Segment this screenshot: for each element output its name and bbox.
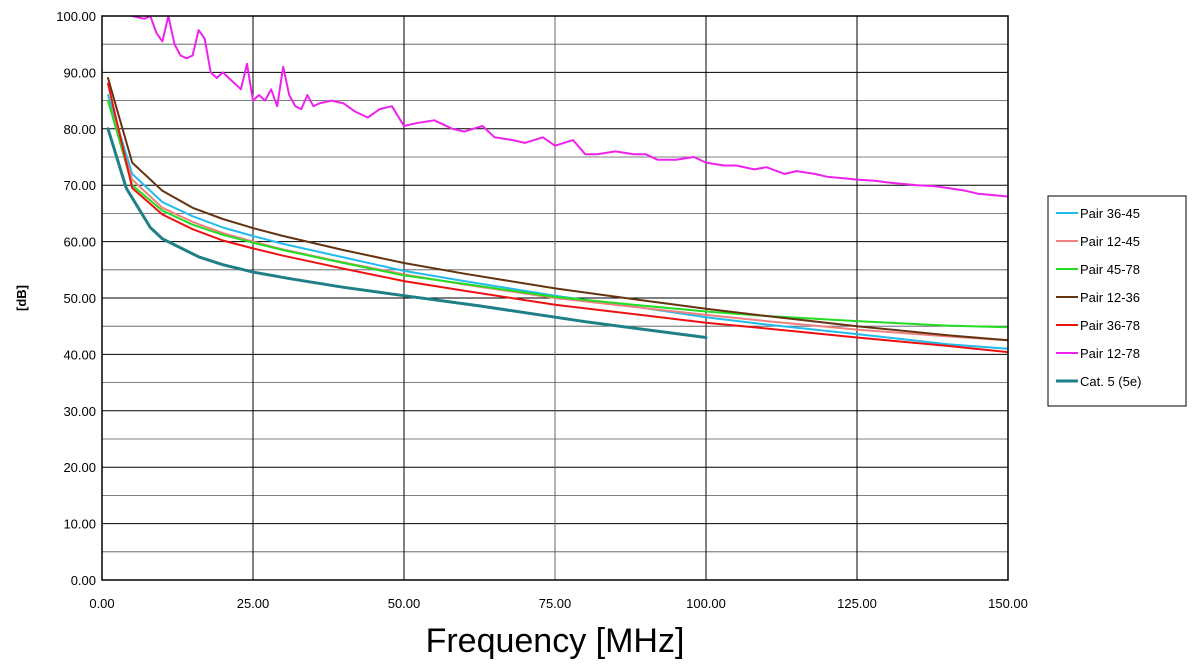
legend-label: Pair 36-78 <box>1080 318 1140 333</box>
y-tick-label: 40.00 <box>63 347 96 362</box>
series-line-cat-5-5e <box>108 129 706 338</box>
y-tick-label: 50.00 <box>63 291 96 306</box>
y-tick-label: 100.00 <box>56 9 96 24</box>
y-tick-label: 60.00 <box>63 235 96 250</box>
x-axis-ticks: 0.00 25.00 50.00 75.00 100.00 125.00 150.00 <box>89 596 1028 611</box>
x-tick-label: 25.00 <box>237 596 270 611</box>
legend-label: Pair 12-78 <box>1080 346 1140 361</box>
y-tick-label: 30.00 <box>63 404 96 419</box>
y-tick-label: 10.00 <box>63 517 96 532</box>
x-tick-label: 100.00 <box>686 596 726 611</box>
legend-label: Pair 12-45 <box>1080 234 1140 249</box>
legend-label: Pair 12-36 <box>1080 290 1140 305</box>
y-tick-label: 90.00 <box>63 65 96 80</box>
x-tick-label: 150.00 <box>988 596 1028 611</box>
x-tick-label: 50.00 <box>388 596 421 611</box>
y-axis-label: [dB] <box>14 285 29 311</box>
legend-label: Cat. 5 (5e) <box>1080 374 1141 389</box>
x-tick-label: 125.00 <box>837 596 877 611</box>
y-tick-label: 0.00 <box>71 573 96 588</box>
series-line-pair-36-45 <box>108 95 1008 349</box>
series-line-pair-12-36 <box>108 78 1008 340</box>
x-tick-label: 75.00 <box>539 596 572 611</box>
series-layer <box>108 16 1008 352</box>
series-line-pair-45-78 <box>108 101 1008 328</box>
legend-label: Pair 36-45 <box>1080 206 1140 221</box>
legend-label: Pair 45-78 <box>1080 262 1140 277</box>
x-tick-label: 0.00 <box>89 596 114 611</box>
y-tick-label: 80.00 <box>63 122 96 137</box>
series-line-pair-36-78 <box>108 84 1008 352</box>
series-line-pair-12-78 <box>132 16 1008 197</box>
y-tick-label: 70.00 <box>63 178 96 193</box>
legend: Pair 36-45 Pair 12-45 Pair 45-78 Pair 12-36… <box>1048 196 1186 406</box>
x-axis-label: Frequency [MHz] <box>426 622 685 660</box>
y-axis-ticks: 0.00 10.00 20.00 30.00 40.00 50.00 60.00 70.00 8… <box>56 9 96 588</box>
y-tick-label: 20.00 <box>63 460 96 475</box>
